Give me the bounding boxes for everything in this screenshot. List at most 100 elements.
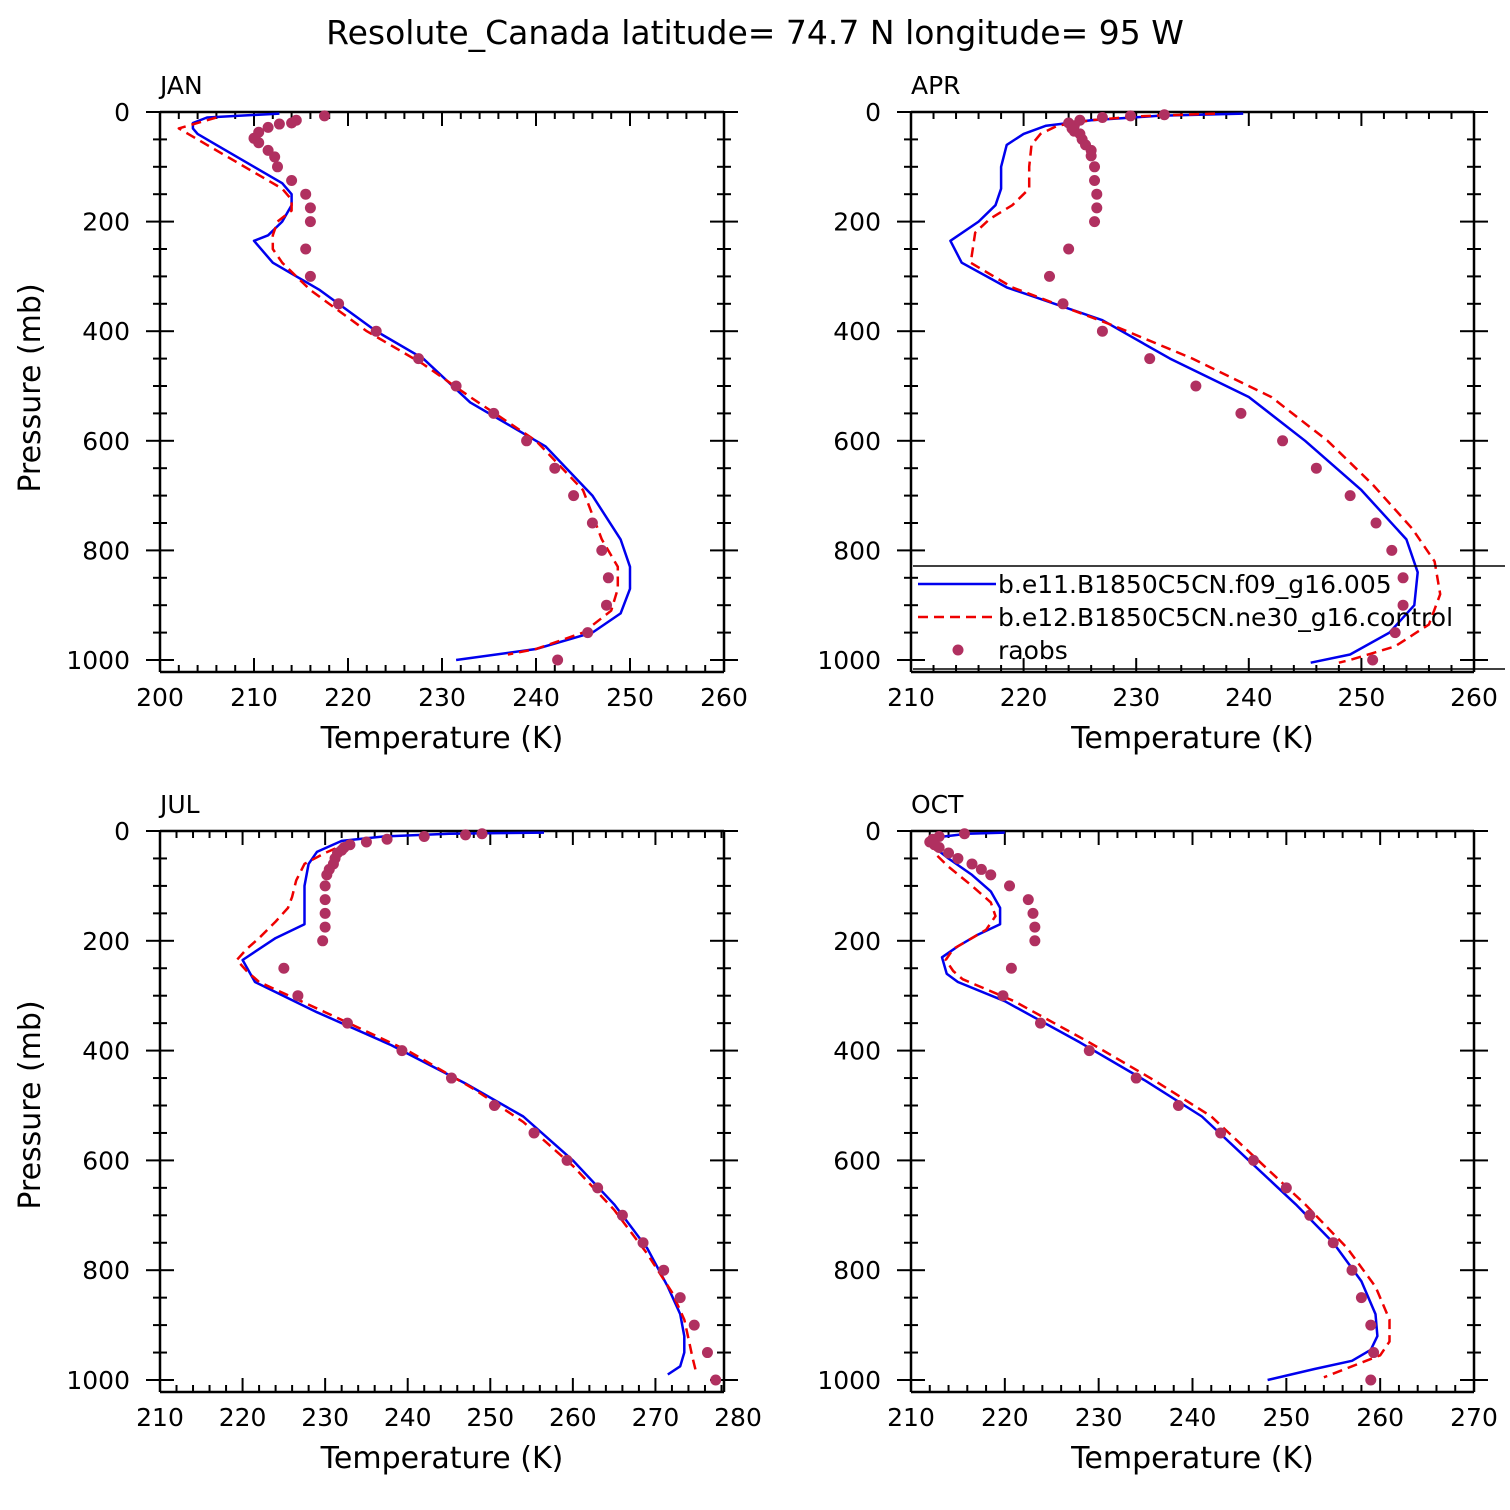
- panel-label: JAN: [158, 71, 203, 100]
- x-tick-label: 270: [1450, 1403, 1498, 1432]
- y-axis-label: Pressure (mb): [13, 283, 48, 492]
- obs-point: [460, 829, 472, 841]
- obs-point: [1125, 110, 1137, 122]
- y-tick-label: 200: [82, 927, 130, 956]
- obs-point: [975, 863, 987, 875]
- obs-point: [273, 118, 285, 130]
- x-tick-label: 230: [1112, 683, 1160, 712]
- y-tick-label: 800: [833, 536, 881, 565]
- x-tick-label: 220: [219, 1403, 267, 1432]
- y-tick-label: 200: [833, 927, 881, 956]
- panel-label: APR: [911, 71, 961, 100]
- obs-point: [602, 572, 614, 584]
- x-axis-label: Temperature (K): [1070, 1441, 1314, 1476]
- x-tick-label: 240: [1225, 683, 1273, 712]
- obs-point: [568, 490, 580, 502]
- y-tick-label: 1000: [66, 1366, 130, 1395]
- obs-point: [262, 121, 274, 133]
- x-tick-label: 240: [1169, 1403, 1217, 1432]
- obs-point: [1091, 202, 1103, 214]
- x-axis-label: Temperature (K): [1070, 721, 1314, 756]
- obs-point: [304, 202, 316, 214]
- panel-oct: OCT 210 220 230 240 250 260 270 Temperature (K) 0…: [817, 790, 1497, 1476]
- obs-point: [1027, 907, 1039, 919]
- obs-point: [1096, 325, 1108, 337]
- obs-point: [1327, 1237, 1339, 1249]
- obs-point: [1365, 1374, 1377, 1386]
- obs-point: [958, 828, 970, 840]
- obs-point: [450, 380, 462, 392]
- panel-label: JUL: [158, 790, 200, 819]
- obs-point: [370, 325, 382, 337]
- y-tick-label: 600: [833, 1146, 881, 1175]
- obs-point: [319, 110, 330, 122]
- obs-point: [1005, 962, 1017, 974]
- x-axis-label: Temperature (K): [320, 721, 564, 756]
- series-raobs: [248, 110, 614, 666]
- obs-point: [300, 243, 312, 255]
- obs-point: [943, 847, 955, 859]
- obs-point: [269, 151, 281, 163]
- y-tick-label: 600: [833, 427, 881, 456]
- panel-jul: JUL 210 220 230 240 250 260 270 280 Temperature (…: [13, 790, 762, 1476]
- obs-point: [1304, 1209, 1316, 1221]
- obs-point: [701, 1347, 713, 1359]
- obs-point: [476, 828, 488, 840]
- x-tick-label: 240: [384, 1403, 432, 1432]
- obs-point: [396, 1045, 408, 1057]
- obs-point: [1247, 1154, 1259, 1166]
- panel-label: OCT: [911, 790, 964, 819]
- obs-point: [1277, 435, 1289, 447]
- obs-point: [1083, 1045, 1095, 1057]
- obs-point: [1389, 627, 1401, 639]
- x-tick-label: 260: [1450, 683, 1498, 712]
- series-model-f09: [241, 831, 686, 1376]
- y-tick-label: 400: [82, 1037, 130, 1066]
- obs-point: [1370, 517, 1382, 529]
- x-tick-label: 240: [512, 683, 560, 712]
- obs-point: [688, 1319, 700, 1331]
- obs-point: [341, 1017, 353, 1029]
- obs-point: [710, 1374, 722, 1386]
- legend-label: raobs: [998, 636, 1068, 665]
- obs-point: [292, 990, 304, 1002]
- obs-point: [1368, 1347, 1380, 1359]
- y-tick-label: 800: [833, 1256, 881, 1285]
- x-tick-label: 250: [1262, 1403, 1310, 1432]
- obs-point: [997, 990, 1009, 1002]
- series-raobs: [924, 828, 1380, 1386]
- obs-point: [1091, 188, 1103, 200]
- obs-point: [549, 462, 561, 474]
- obs-point: [658, 1264, 670, 1276]
- obs-point: [601, 599, 612, 611]
- obs-point: [1063, 243, 1075, 255]
- obs-point: [1365, 1319, 1377, 1331]
- series-model-ne30: [969, 112, 1442, 664]
- x-tick-label: 260: [700, 683, 748, 712]
- obs-point: [1089, 175, 1101, 186]
- legend-label: b.e12.B1850C5CN.ne30_g16.control: [998, 603, 1453, 632]
- series-raobs: [1043, 109, 1409, 666]
- obs-point: [985, 869, 997, 881]
- obs-point: [321, 869, 333, 881]
- legend-marker-raobs: [952, 644, 964, 656]
- panel-jan: JAN 200 210 220 230 240 250 260 Temperature (K) 0…: [13, 71, 748, 756]
- obs-point: [1397, 599, 1409, 611]
- obs-point: [1158, 109, 1170, 121]
- obs-point: [561, 1154, 573, 1166]
- x-tick-label: 200: [136, 683, 184, 712]
- obs-point: [319, 907, 331, 919]
- obs-point: [1386, 544, 1398, 556]
- obs-point: [304, 216, 316, 228]
- obs-point: [1190, 380, 1202, 392]
- obs-point: [1397, 572, 1409, 584]
- y-tick-label: 800: [82, 536, 130, 565]
- series-raobs: [278, 828, 722, 1386]
- obs-point: [1355, 1292, 1367, 1304]
- obs-point: [333, 298, 345, 310]
- x-tick-label: 250: [1338, 683, 1386, 712]
- y-tick-label: 200: [82, 208, 130, 237]
- obs-point: [1235, 407, 1247, 419]
- obs-point: [1172, 1100, 1184, 1111]
